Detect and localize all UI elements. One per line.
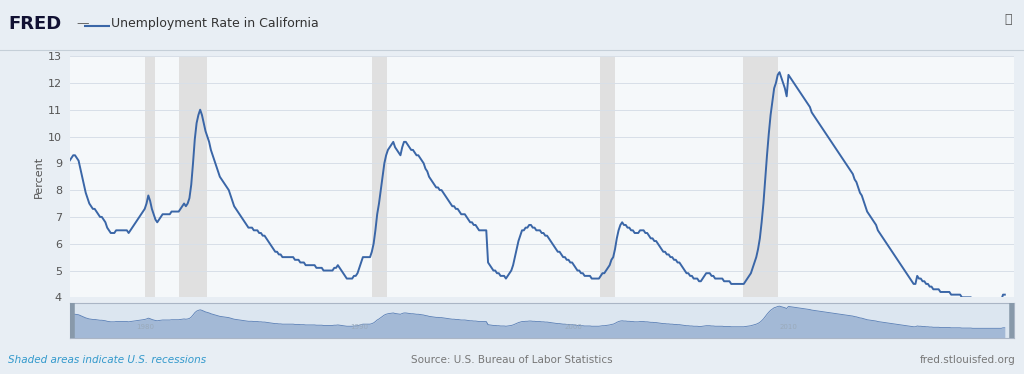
Text: 2010: 2010: [779, 324, 798, 329]
Y-axis label: Percent: Percent: [34, 156, 44, 198]
Bar: [372, 56, 387, 297]
Text: Unemployment Rate in California: Unemployment Rate in California: [111, 17, 318, 30]
Text: fred.stlouisfed.org: fred.stlouisfed.org: [920, 355, 1016, 365]
Text: 1980: 1980: [136, 324, 154, 329]
Text: Source: U.S. Bureau of Labor Statistics: Source: U.S. Bureau of Labor Statistics: [412, 355, 612, 365]
Bar: [600, 56, 614, 297]
Text: 2000: 2000: [565, 324, 583, 329]
Text: ⛶: ⛶: [1005, 13, 1012, 26]
Text: —: —: [77, 17, 89, 30]
Text: FRED: FRED: [8, 15, 61, 33]
Text: Shaded areas indicate U.S. recessions: Shaded areas indicate U.S. recessions: [8, 355, 206, 365]
Bar: [144, 56, 156, 297]
Text: 1990: 1990: [350, 324, 369, 329]
Bar: [743, 56, 778, 297]
Bar: [179, 56, 207, 297]
